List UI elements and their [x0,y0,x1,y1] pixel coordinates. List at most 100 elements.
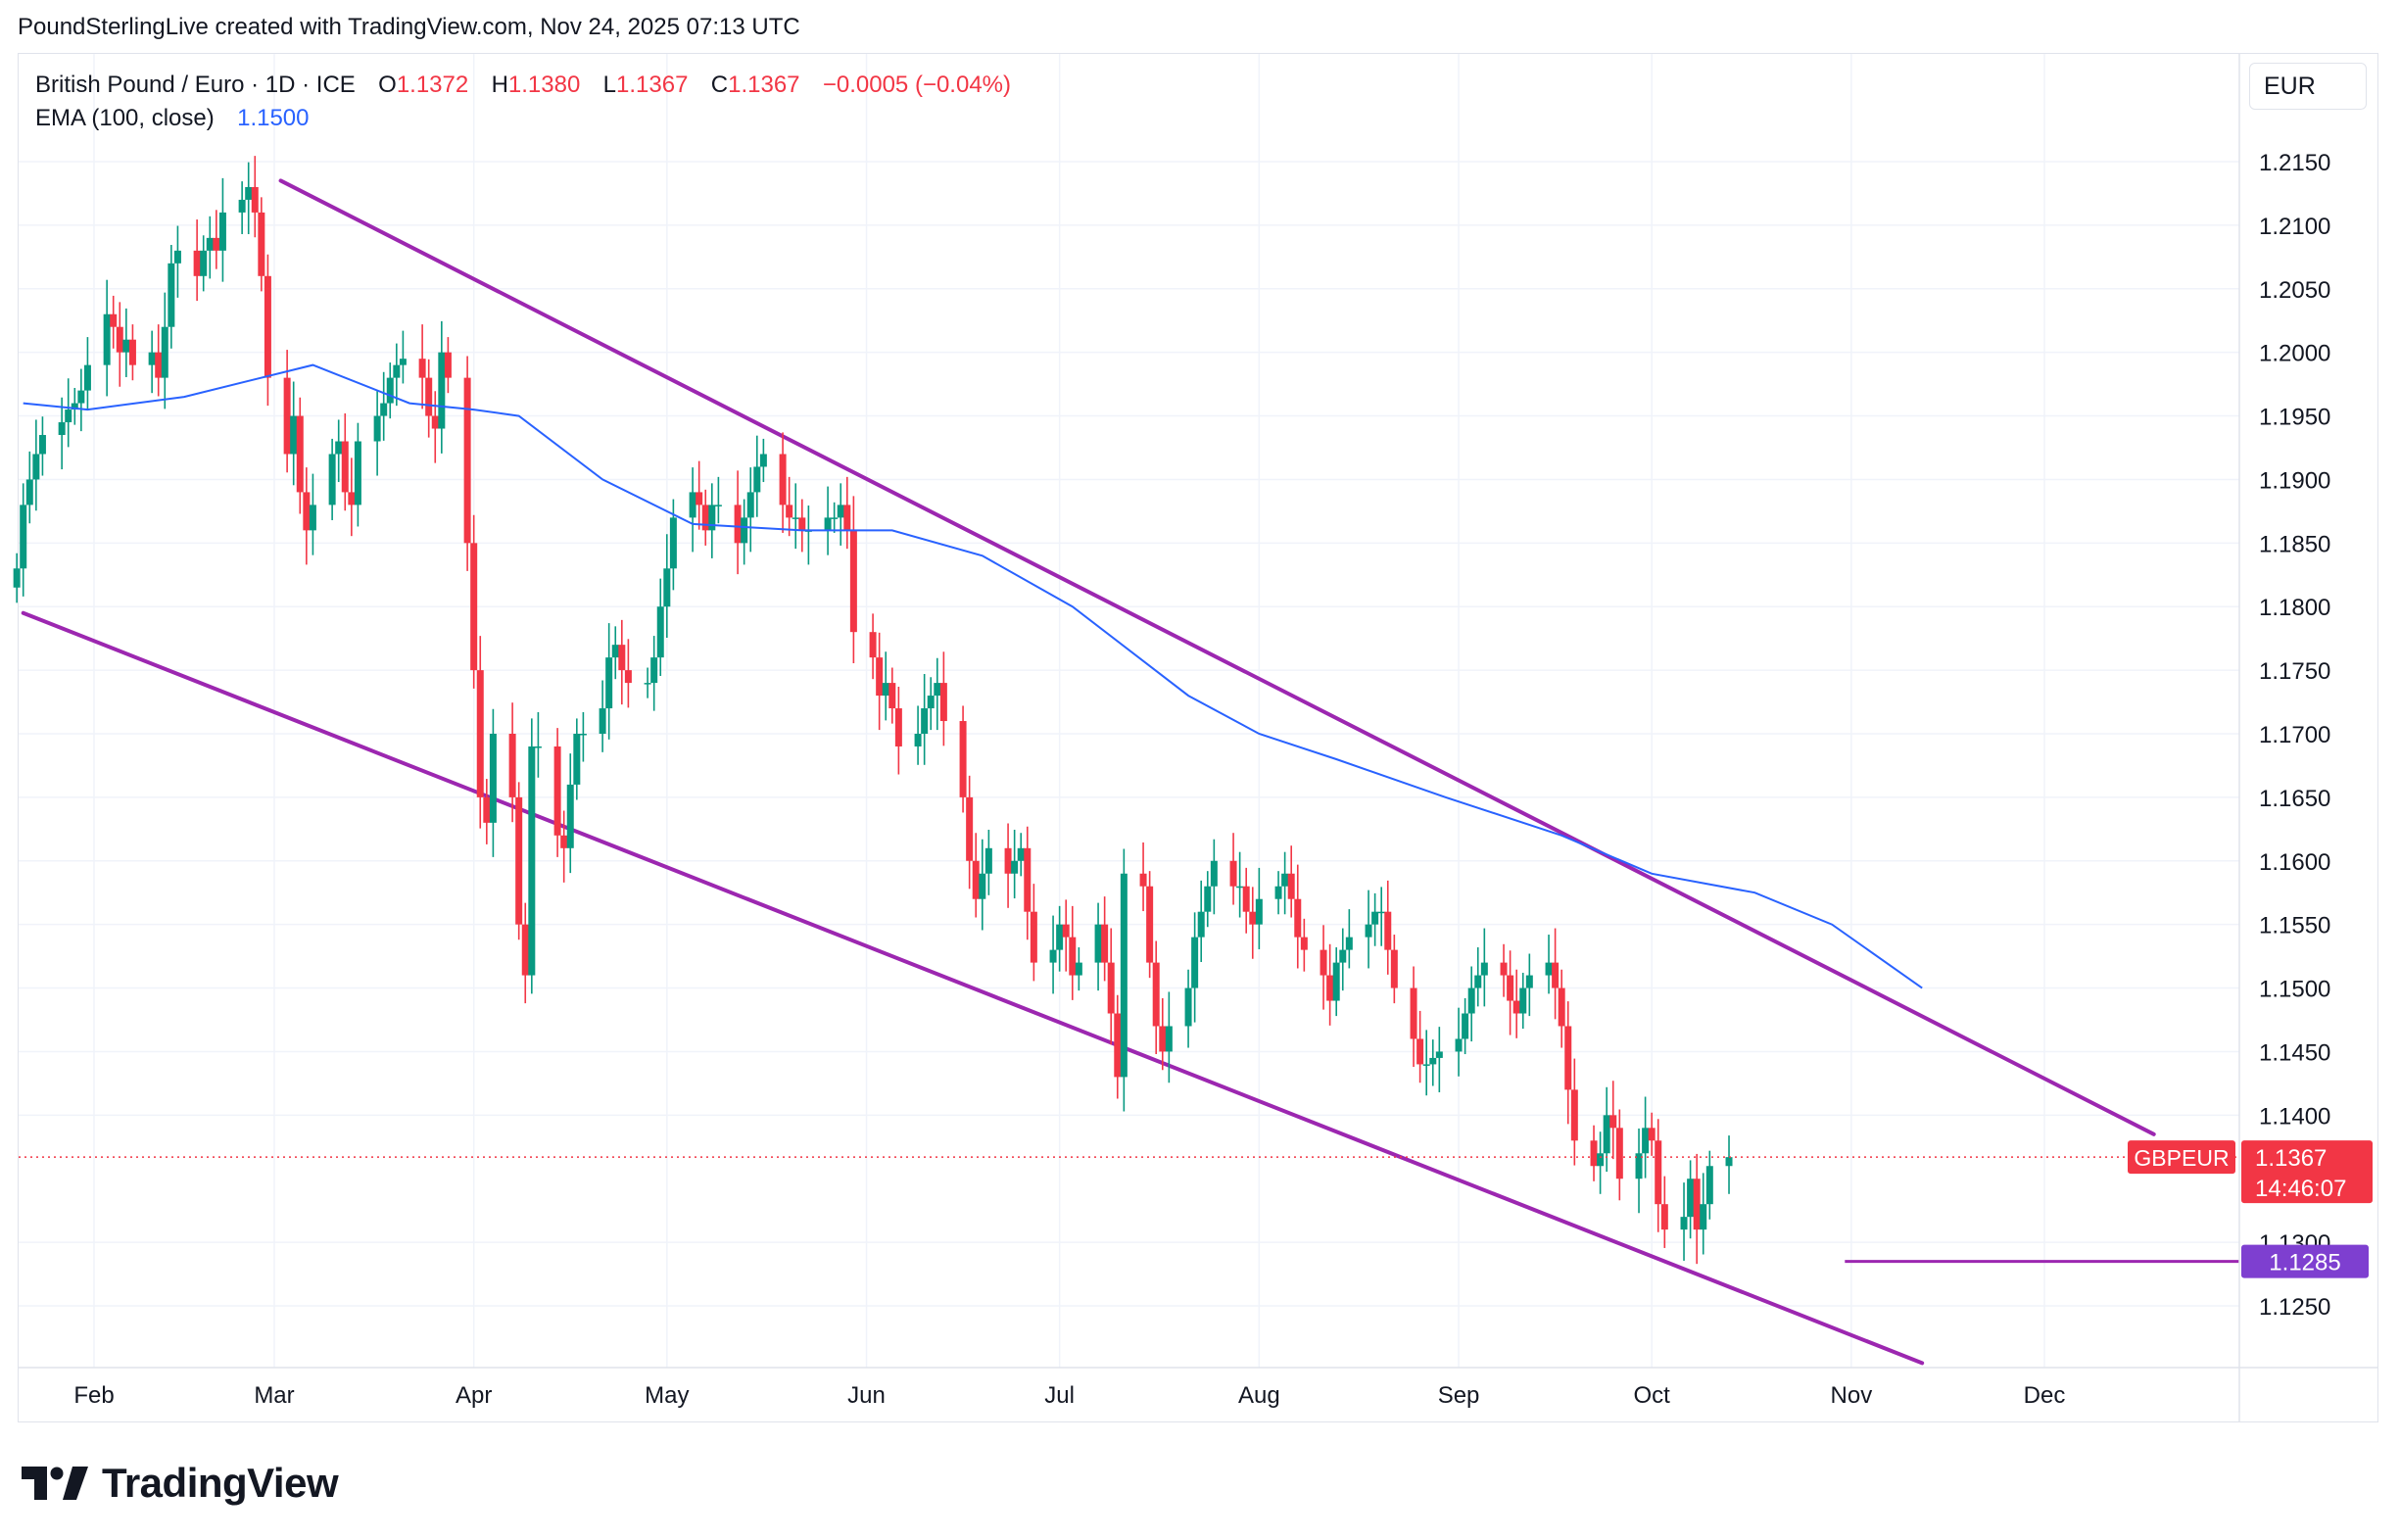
candle[interactable] [579,711,587,762]
candle[interactable] [77,368,85,432]
candle[interactable] [1693,1153,1701,1265]
candle[interactable] [746,467,754,553]
candle[interactable] [463,356,471,571]
candle[interactable] [1590,1125,1598,1181]
candle[interactable] [611,626,619,680]
candle[interactable] [804,505,812,565]
candle[interactable] [1480,928,1488,1007]
candle[interactable] [1249,887,1257,959]
candle[interactable] [1017,833,1025,877]
candle[interactable] [1004,823,1012,908]
candle[interactable] [1320,925,1327,1010]
candle[interactable] [20,483,27,597]
candle[interactable] [979,839,986,931]
candle[interactable] [1545,935,1553,994]
candle[interactable] [1422,1030,1430,1096]
candle[interactable] [1648,1112,1656,1156]
candle[interactable] [309,473,316,555]
candle[interactable] [58,397,66,470]
candle[interactable] [1377,887,1385,946]
lower-channel-line[interactable] [21,610,1925,1366]
candle[interactable] [1525,953,1533,1017]
candle[interactable] [798,499,806,553]
candle[interactable] [1558,969,1565,1048]
candle[interactable] [786,476,793,537]
candle[interactable] [251,156,259,238]
candle[interactable] [1410,966,1417,1068]
candle[interactable] [1062,899,1070,972]
upper-channel-line[interactable] [278,178,2156,1136]
candle[interactable] [155,324,163,397]
candle[interactable] [193,219,201,302]
candle[interactable] [1146,871,1154,979]
candle[interactable] [83,337,91,409]
candle[interactable] [245,162,253,234]
candle[interactable] [161,292,168,409]
candle[interactable] [470,514,478,689]
candle[interactable] [218,177,226,282]
candle[interactable] [116,302,123,387]
candle[interactable] [1184,969,1192,1048]
candle[interactable] [71,388,78,425]
candle[interactable] [656,578,664,676]
candle[interactable] [25,451,33,524]
candle[interactable] [1552,928,1560,1020]
candle[interactable] [1462,997,1469,1055]
candle[interactable] [831,502,839,533]
candle[interactable] [1300,918,1308,972]
candle[interactable] [438,320,446,454]
candle[interactable] [1609,1081,1617,1160]
candle[interactable] [959,705,967,813]
candle[interactable] [1069,905,1077,1000]
candle[interactable] [238,181,246,234]
candle[interactable] [1429,1039,1437,1086]
candle[interactable] [13,553,21,603]
candle[interactable] [714,476,722,524]
candle[interactable] [534,711,542,778]
candle[interactable] [927,677,935,731]
candle[interactable] [283,350,291,473]
candle[interactable] [1294,864,1302,969]
candle[interactable] [1197,880,1205,962]
candle[interactable] [444,337,452,394]
candle[interactable] [476,636,484,829]
candle[interactable] [1101,896,1109,982]
candle[interactable] [972,833,980,918]
candle[interactable] [1416,1010,1424,1083]
candle[interactable] [560,810,568,883]
candle[interactable] [1236,851,1244,918]
candle[interactable] [1390,935,1398,1004]
candle[interactable] [1094,902,1102,991]
candle[interactable] [984,829,992,895]
candle[interactable] [1345,909,1353,969]
candle[interactable] [264,254,271,407]
candle[interactable] [1139,842,1147,912]
candle[interactable] [1056,905,1064,972]
candle[interactable] [206,216,214,279]
candle[interactable] [200,235,208,292]
candle[interactable] [168,245,175,349]
candle[interactable] [876,632,884,731]
symbol-title[interactable]: British Pound / Euro · 1D · ICE [35,72,356,98]
candle[interactable] [1255,867,1263,949]
candle[interactable] [380,371,388,441]
candle[interactable] [966,775,974,890]
candle[interactable] [148,330,156,394]
candle[interactable] [734,470,742,575]
candle[interactable] [663,534,671,639]
candle[interactable] [373,391,381,476]
candle[interactable] [1075,947,1082,991]
candle[interactable] [696,460,703,530]
candle[interactable] [335,419,343,483]
candle[interactable] [122,308,130,377]
candle[interactable] [1011,829,1019,899]
candle[interactable] [348,457,356,537]
candle[interactable] [418,324,426,409]
candle[interactable] [618,619,626,705]
candle[interactable] [1455,1007,1463,1077]
candle[interactable] [689,467,696,553]
candle[interactable] [1603,1086,1610,1173]
candle[interactable] [1725,1135,1733,1194]
candle[interactable] [1107,928,1115,1045]
candle[interactable] [1191,912,1199,1023]
